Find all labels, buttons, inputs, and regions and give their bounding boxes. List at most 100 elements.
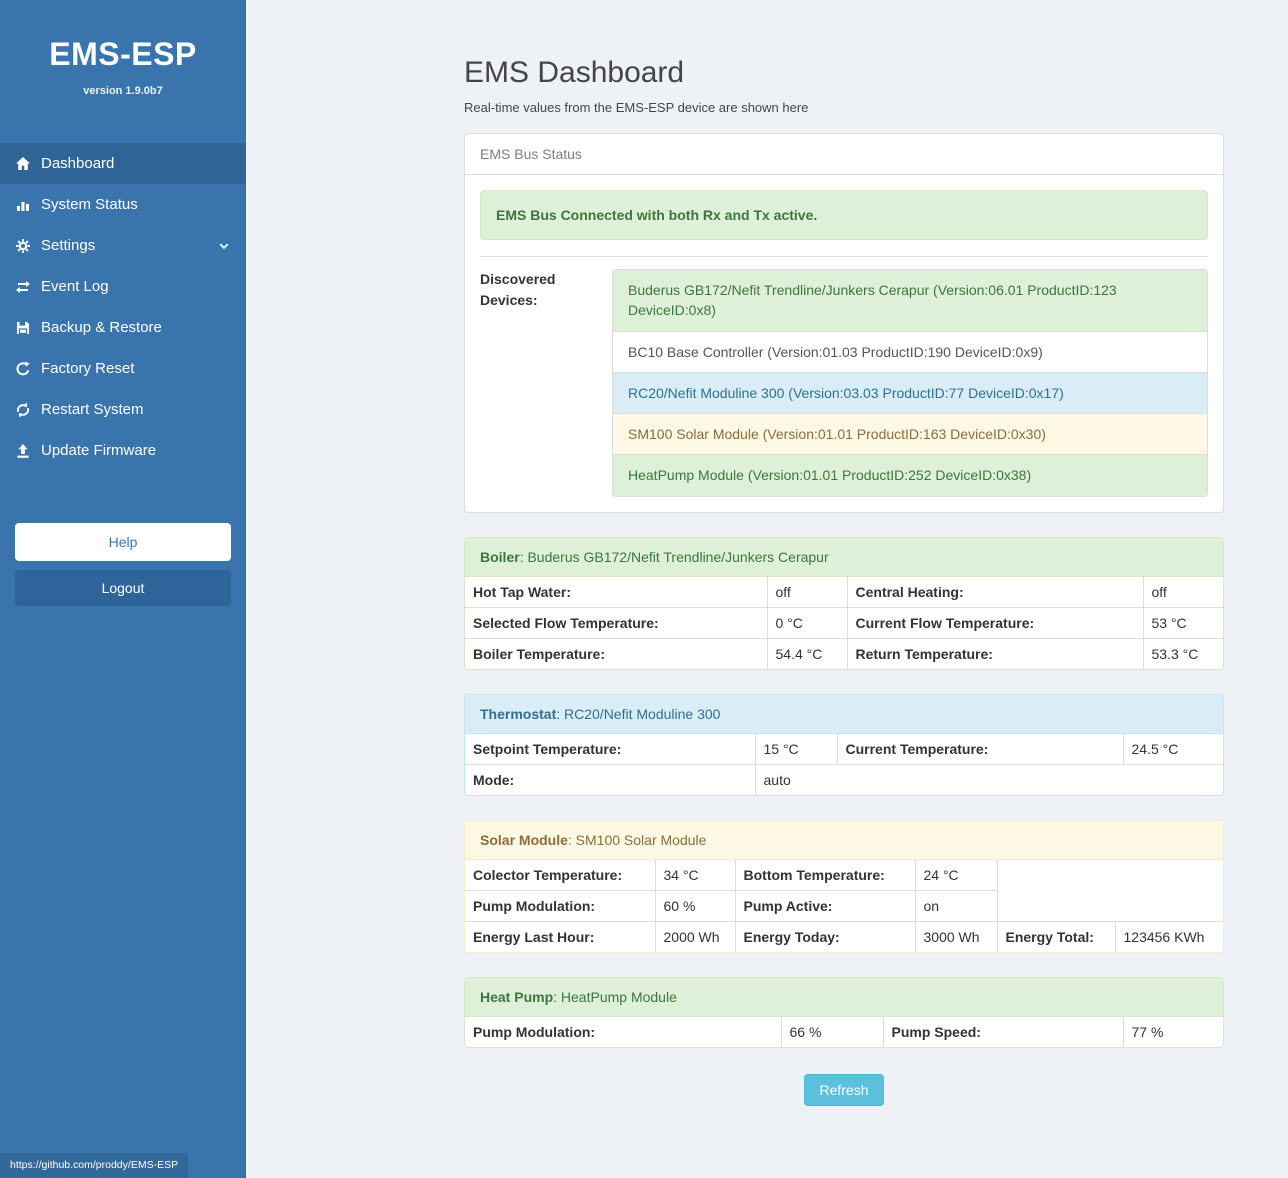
field-value: 24.5 °C — [1122, 733, 1223, 765]
field-value: 60 % — [654, 889, 736, 922]
field-label: Current Flow Temperature: — [846, 606, 1144, 639]
table-row: Hot Tap Water: off Central Heating: off — [465, 576, 1223, 608]
field-label: Central Heating: — [846, 576, 1144, 608]
sidebar-buttons: Help Logout — [0, 523, 246, 606]
solar-panel-title: Solar Module — [480, 831, 568, 848]
device-list: Buderus GB172/Nefit Trendline/Junkers Ce… — [612, 269, 1208, 497]
field-label: Energy Last Hour: — [465, 920, 656, 952]
discovered-devices-label: Discovered Devices: — [480, 271, 556, 308]
gear-icon — [14, 237, 31, 254]
sidebar-item-restart-system[interactable]: Restart System — [0, 389, 246, 430]
field-value: 54.4 °C — [766, 637, 848, 669]
sidebar: EMS-ESP version 1.9.0b7 Dashboard System… — [0, 0, 246, 1178]
thermostat-table: Setpoint Temperature: 15 °C Current Temp… — [465, 733, 1223, 795]
field-label: Pump Active: — [734, 889, 916, 922]
field-label: Energy Total: — [996, 920, 1116, 952]
field-value: 15 °C — [754, 733, 838, 765]
empty-cell — [996, 890, 1223, 922]
boiler-panel: Boiler: Buderus GB172/Nefit Trendline/Ju… — [464, 536, 1224, 670]
field-value: 53 °C — [1142, 606, 1223, 639]
refresh-arrow-icon — [14, 360, 31, 377]
refresh-button[interactable]: Refresh — [804, 1073, 884, 1106]
field-value: 123456 KWh — [1114, 920, 1223, 952]
sidebar-item-label: Dashboard — [41, 155, 115, 172]
help-button[interactable]: Help — [15, 523, 231, 561]
table-row: Selected Flow Temperature: 0 °C Current … — [465, 606, 1223, 639]
bar-chart-icon — [14, 196, 31, 213]
bus-connected-alert: EMS Bus Connected with both Rx and Tx ac… — [480, 190, 1208, 240]
sidebar-item-label: Restart System — [41, 401, 144, 418]
sidebar-item-dashboard[interactable]: Dashboard — [0, 143, 246, 184]
github-link[interactable]: https://github.com/proddy/EMS-ESP — [0, 1153, 189, 1178]
exchange-arrows-icon — [14, 278, 31, 295]
boiler-panel-subtitle: : Buderus GB172/Nefit Trendline/Junkers … — [519, 548, 829, 565]
heat-pump-panel-title: Heat Pump — [480, 988, 554, 1005]
sidebar-footer: https://github.com/proddy/EMS-ESP — [0, 1153, 246, 1178]
ems-bus-status-heading: EMS Bus Status — [465, 134, 1223, 175]
field-value: 34 °C — [654, 859, 736, 891]
sidebar-item-event-log[interactable]: Event Log — [0, 266, 246, 307]
heat-pump-table: Pump Modulation: 66 % Pump Speed: 77 % — [465, 1016, 1223, 1047]
logout-button[interactable]: Logout — [15, 570, 231, 606]
sidebar-item-label: Factory Reset — [41, 360, 135, 377]
sidebar-item-label: Backup & Restore — [41, 319, 162, 336]
sidebar-item-update-firmware[interactable]: Update Firmware — [0, 430, 246, 471]
field-value: 2000 Wh — [654, 920, 736, 952]
field-value: 66 % — [780, 1016, 884, 1047]
field-label: Current Temperature: — [836, 733, 1124, 765]
field-label: Boiler Temperature: — [465, 637, 768, 669]
field-value: 24 °C — [914, 859, 998, 891]
heat-pump-panel: Heat Pump: HeatPump Module Pump Modulati… — [464, 976, 1224, 1048]
field-label: Hot Tap Water: — [465, 576, 768, 608]
field-value: off — [766, 576, 848, 608]
page-subtitle: Real-time values from the EMS-ESP device… — [464, 100, 809, 115]
sidebar-item-factory-reset[interactable]: Factory Reset — [0, 348, 246, 389]
table-row: Setpoint Temperature: 15 °C Current Temp… — [465, 733, 1223, 765]
thermostat-panel-title: Thermostat — [480, 705, 557, 722]
sidebar-item-label: Event Log — [41, 278, 109, 295]
thermostat-panel-subtitle: : RC20/Nefit Moduline 300 — [556, 705, 721, 722]
empty-cell — [996, 859, 1223, 891]
field-value: 53.3 °C — [1142, 637, 1223, 669]
heat-pump-panel-subtitle: : HeatPump Module — [553, 988, 677, 1005]
solar-panel-heading: Solar Module: SM100 Solar Module — [465, 820, 1223, 860]
boiler-panel-title: Boiler — [480, 548, 520, 565]
sidebar-item-settings[interactable]: Settings — [0, 225, 246, 266]
solar-panel-subtitle: : SM100 Solar Module — [567, 831, 707, 848]
thermostat-panel-heading: Thermostat: RC20/Nefit Moduline 300 — [465, 694, 1223, 734]
solar-module-panel: Solar Module: SM100 Solar Module Colecto… — [464, 819, 1224, 953]
field-value: on — [914, 889, 998, 922]
table-row: Energy Last Hour: 2000 Wh Energy Today: … — [465, 920, 1223, 952]
floppy-save-icon — [14, 319, 31, 336]
sidebar-item-label: Update Firmware — [41, 442, 157, 459]
field-value: 3000 Wh — [914, 920, 998, 952]
sidebar-nav: Dashboard System Status Se — [0, 143, 246, 471]
app-brand: EMS-ESP — [49, 36, 197, 72]
field-label: Return Temperature: — [846, 637, 1144, 669]
chevron-down-icon — [218, 240, 230, 252]
sidebar-item-system-status[interactable]: System Status — [0, 184, 246, 225]
home-icon — [14, 155, 31, 172]
table-row: Colector Temperature: 34 °C Bottom Tempe… — [465, 859, 1223, 891]
field-label: Mode: — [465, 763, 756, 795]
field-label: Bottom Temperature: — [734, 859, 916, 891]
field-label: Colector Temperature: — [465, 859, 656, 891]
sync-arrows-icon — [14, 401, 31, 418]
page-title: EMS Dashboard — [464, 56, 685, 89]
field-label: Setpoint Temperature: — [465, 733, 756, 765]
ems-bus-status-panel: EMS Bus Status EMS Bus Connected with bo… — [464, 133, 1224, 513]
sidebar-item-backup-restore[interactable]: Backup & Restore — [0, 307, 246, 348]
sidebar-item-label: System Status — [41, 196, 138, 213]
field-value: 0 °C — [766, 606, 848, 639]
table-row: Pump Modulation: 66 % Pump Speed: 77 % — [465, 1016, 1223, 1047]
boiler-panel-heading: Boiler: Buderus GB172/Nefit Trendline/Ju… — [465, 537, 1223, 577]
table-row: Boiler Temperature: 54.4 °C Return Tempe… — [465, 637, 1223, 669]
device-list-item: BC10 Base Controller (Version:01.03 Prod… — [612, 330, 1208, 373]
device-list-item: SM100 Solar Module (Version:01.01 Produc… — [612, 413, 1208, 456]
field-value: off — [1142, 576, 1223, 608]
field-value: auto — [754, 763, 1223, 795]
upload-icon — [14, 442, 31, 459]
table-row: Mode: auto — [465, 763, 1223, 795]
field-label: Energy Today: — [734, 920, 916, 952]
sidebar-item-label: Settings — [41, 237, 96, 254]
